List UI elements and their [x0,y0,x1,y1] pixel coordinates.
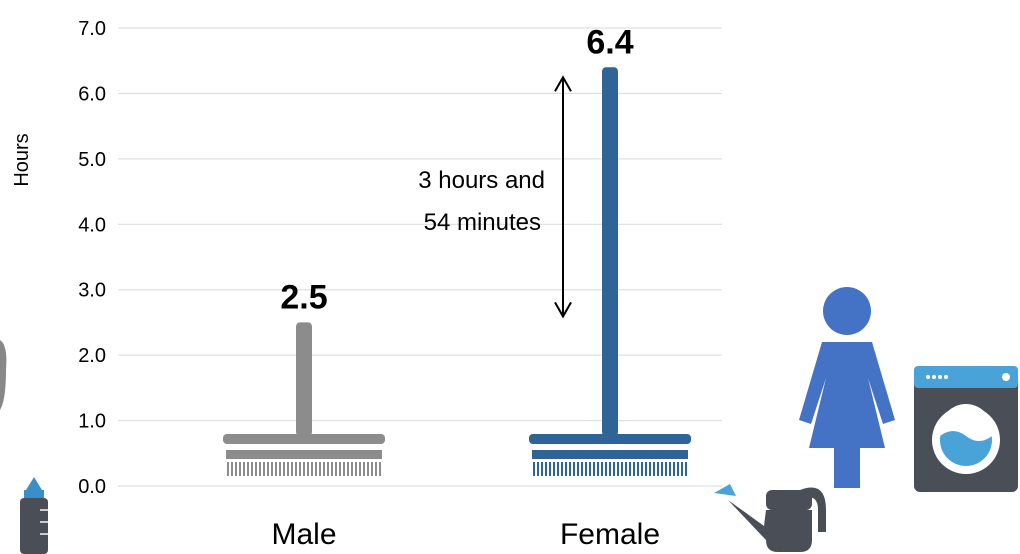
bars [223,67,691,476]
watering-can-icon [714,484,826,552]
y-tick-label: 2.0 [78,345,106,367]
difference-annotation: 3 hours and 54 minutes [418,75,572,319]
category-label-female: Female [560,518,660,551]
arrow-head-top [554,75,572,92]
bar-male [223,322,385,476]
bar-head-band [226,450,382,459]
y-axis-label: Hours [11,133,33,186]
bar-female [529,67,691,476]
value-label-male: 2.5 [280,278,327,316]
y-tick-label: 3.0 [78,280,106,302]
washing-machine-icon [914,366,1018,492]
bar-head-band [532,450,688,459]
value-label-female: 6.4 [586,23,633,61]
y-tick-label: 6.0 [78,83,106,105]
y-gridlines [118,27,722,487]
partial-icon-left [0,340,7,410]
bar-handle [296,322,312,436]
difference-text-line-2: 54 minutes [424,209,541,236]
arrow-head-bottom [554,301,572,319]
baby-bottle-icon [20,477,48,554]
bar-head [223,434,385,444]
y-tick-labels: 0.0 1.0 2.0 3.0 4.0 5.0 6.0 7.0 [78,18,106,498]
y-tick-label: 7.0 [78,18,106,40]
category-label-male: Male [271,518,336,551]
bar-bristles [227,462,381,476]
y-tick-label: 0.0 [78,476,106,498]
bar-bristles [533,462,687,476]
woman-icon [799,287,895,488]
difference-text-line-1: 3 hours and [418,167,545,194]
y-tick-label: 4.0 [78,214,106,236]
y-tick-label: 5.0 [78,149,106,171]
y-tick-label: 1.0 [78,411,106,433]
bar-handle [602,67,618,436]
bar-head [529,434,691,444]
